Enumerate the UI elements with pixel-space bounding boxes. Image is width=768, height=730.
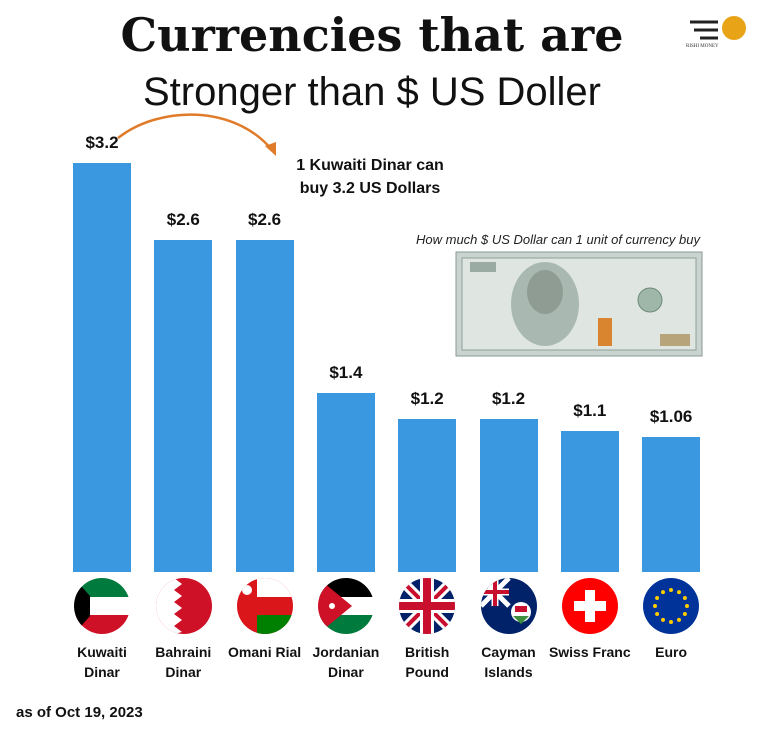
value-label: $1.06 [649, 406, 693, 426]
chart-title: Currencies that are [120, 8, 624, 62]
logo [690, 16, 746, 40]
annotation-arrow [117, 113, 276, 156]
bar [316, 393, 375, 572]
bar [73, 163, 131, 572]
note: How much $ US Dollar can 1 unit of curre… [416, 232, 700, 247]
category-label: Bahraini Dinar [155, 644, 212, 680]
value-label: $2.6 [166, 209, 200, 229]
annotation: 1 Kuwaiti Dinar can buy 3.2 US Dollars [296, 157, 444, 197]
flag-oman [237, 578, 293, 634]
value-label: $1.2 [410, 388, 444, 408]
bar [398, 418, 457, 572]
footnote: as of Oct 19, 2023 [16, 704, 143, 721]
value-label: $1.2 [491, 388, 526, 408]
flag-uk [399, 578, 455, 634]
value-label: $1.4 [329, 363, 363, 383]
bar [479, 418, 538, 572]
category-label: Cayman Islands [481, 644, 536, 680]
category-label: Swiss Franc [548, 644, 631, 660]
flag-eu [643, 578, 699, 634]
bar [235, 239, 294, 572]
bar [154, 239, 213, 572]
bar [560, 431, 619, 572]
bar [642, 436, 701, 572]
logo-text: RISHI MONEY [686, 44, 719, 49]
flag-kuwait [74, 578, 130, 634]
flag-switzerland [562, 578, 618, 634]
category-label: Jordanian Dinar [312, 644, 380, 680]
flag-bahrain [156, 578, 212, 634]
flag-jordan [318, 578, 374, 634]
category-label: Kuwaiti Dinar [77, 644, 127, 680]
value-label: $3.2 [85, 133, 119, 153]
category-label: Omani Rial [228, 644, 302, 660]
value-label: $1.1 [573, 401, 607, 421]
category-label: Euro [655, 644, 688, 660]
flag-cayman [481, 578, 537, 634]
chart-subtitle: Stronger than $ US Doller [142, 70, 601, 114]
value-label: $2.6 [248, 209, 282, 229]
banknote [455, 251, 703, 357]
category-label: British Pound [405, 644, 450, 680]
